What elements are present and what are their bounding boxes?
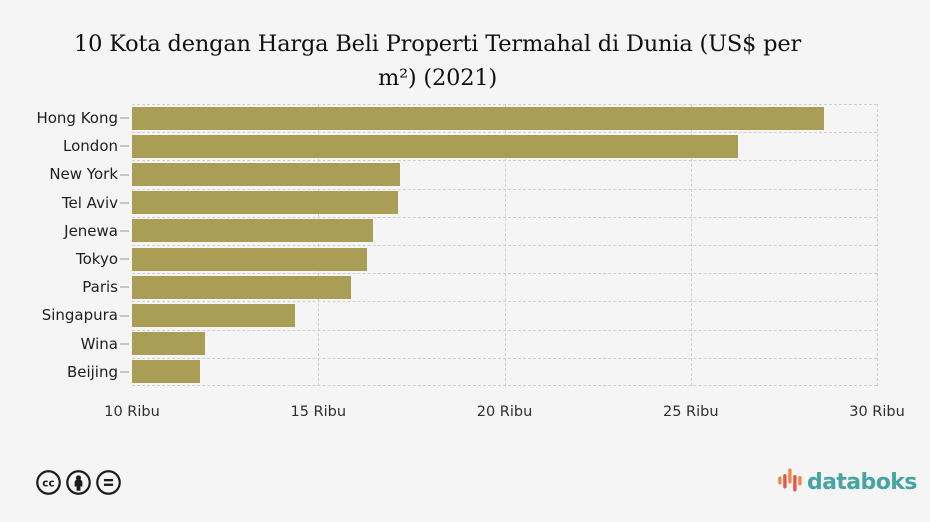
gridline-15000 — [318, 104, 320, 386]
bar-hong-kong — [132, 106, 824, 130]
category-tick — [120, 173, 129, 176]
bar-beijing — [132, 360, 201, 384]
bar-paris — [132, 275, 351, 299]
plot-area — [132, 104, 878, 386]
cc-by-icon — [65, 469, 92, 496]
category-tick — [120, 258, 129, 261]
category-label-paris: Paris — [82, 278, 118, 297]
category-label-jenewa: Jenewa — [64, 221, 118, 240]
category-label-tokyo: Tokyo — [76, 250, 118, 268]
databoks-logo-text: databoks — [807, 469, 917, 495]
x-tick-label-30000: 30 Ribu — [849, 404, 905, 420]
y-axis-ticks — [119, 104, 131, 386]
chart-title-line-2: m²) (2021) — [377, 65, 498, 91]
cc-nd-icon — [95, 469, 122, 496]
category-tick — [120, 229, 129, 232]
category-label-new-york: New York — [49, 165, 118, 184]
gridline-25000 — [690, 104, 692, 386]
svg-text:cc: cc — [42, 477, 55, 489]
bar-tokyo — [132, 247, 368, 271]
x-tick-label-20000: 20 Ribu — [476, 404, 533, 420]
category-tick — [120, 201, 129, 204]
bar-wina — [132, 332, 206, 356]
x-tick-label-15000: 15 Ribu — [290, 404, 347, 420]
y-axis-labels: Hong Kong London New York Tel Aviv Jenewa Tok… — [0, 104, 118, 386]
bar-london — [132, 134, 738, 158]
x-tick-label-25000: 25 Ribu — [662, 404, 719, 420]
chart-title: 10 Kota dengan Harga Beli Properti Terma… — [0, 27, 875, 95]
x-tick-label-10000: 10 Ribu — [104, 404, 160, 420]
bar-new-york — [132, 163, 400, 186]
category-tick — [120, 314, 129, 317]
chart-title-line-1: 10 Kota dengan Harga Beli Properti Terma… — [73, 31, 802, 57]
bar-singapura — [132, 304, 295, 327]
category-label-london: London — [63, 137, 118, 156]
category-label-tel-aviv: Tel Aviv — [61, 193, 118, 212]
category-tick — [120, 370, 129, 373]
category-tick — [120, 145, 129, 148]
gridline-30000 — [877, 104, 878, 386]
x-axis-labels: 10 Ribu 15 Ribu 20 Ribu 25 Ribu 30 Ribu — [104, 404, 905, 426]
category-label-beijing: Beijing — [66, 362, 118, 381]
license-badges: cc — [35, 469, 122, 496]
category-tick — [120, 117, 129, 120]
databoks-logo: databoks — [776, 466, 917, 498]
category-label-wina: Wina — [80, 334, 118, 353]
databoks-logo-icon — [776, 465, 806, 499]
category-tick — [120, 286, 129, 289]
category-tick — [120, 342, 129, 345]
bar-jenewa — [132, 219, 373, 243]
bar-tel-aviv — [132, 191, 399, 215]
cc-icon: cc — [35, 469, 62, 496]
category-label-singapura: Singapura — [41, 306, 118, 325]
gridline-20000 — [504, 104, 506, 386]
category-label-hong-kong: Hong Kong — [36, 109, 118, 127]
